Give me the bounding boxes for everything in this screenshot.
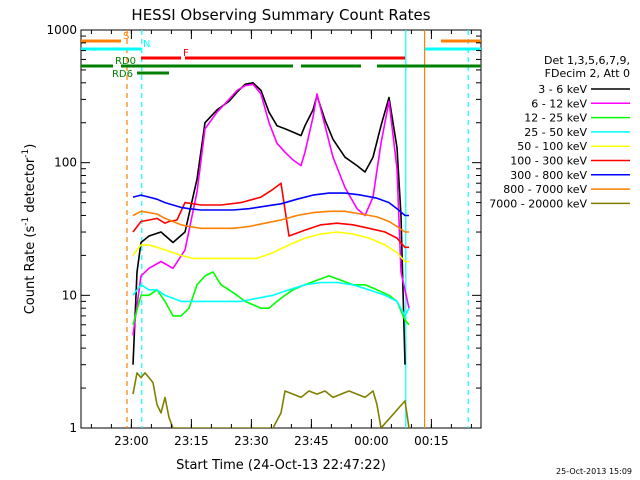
flag-label: RD0	[115, 56, 136, 67]
legend-entry: 7000 - 20000 keV	[489, 197, 587, 210]
chart-title: HESSI Observing Summary Count Rates	[131, 6, 430, 24]
series-line	[132, 231, 409, 263]
series-line	[132, 192, 409, 217]
y-tick-label: 10	[62, 288, 77, 302]
x-tick-label: 00:15	[414, 434, 449, 448]
x-tick-label: 23:45	[294, 434, 329, 448]
y-tick-label: 1	[69, 421, 77, 435]
series-line	[132, 271, 410, 326]
x-tick-label: 23:00	[114, 434, 149, 448]
x-tick-label: 23:15	[174, 434, 209, 448]
legend-header-line-2: FDecim 2, Att 0	[545, 67, 630, 80]
legend-entry: 12 - 25 keV	[524, 112, 587, 125]
y-axis-label-sup2: -1	[21, 149, 31, 158]
y-axis-label-mid: detector	[23, 157, 38, 217]
legend-header-line-1: Det 1,3,5,6,7,9,	[544, 54, 630, 67]
x-axis-label: Start Time (24-Oct-13 22:47:22)	[176, 458, 386, 473]
y-axis-label-main: Count Rate (s	[23, 226, 38, 315]
series-line	[132, 372, 410, 428]
y-axis-label-end: )	[23, 144, 38, 149]
legend: Det 1,3,5,6,7,9, FDecim 2, Att 0 3 - 6 k…	[489, 54, 630, 210]
legend-entry: 6 - 12 keV	[531, 97, 587, 110]
series-line	[132, 83, 410, 336]
legend-entry: 3 - 6 keV	[538, 83, 587, 96]
series-line	[132, 210, 409, 233]
legend-entry: 300 - 800 keV	[510, 169, 587, 182]
legend-entry: 50 - 100 keV	[517, 140, 587, 153]
y-tick-label: 1000	[46, 23, 77, 37]
plot-frame	[80, 29, 482, 429]
flag-label: F	[183, 48, 189, 59]
series-line	[132, 182, 409, 249]
series-line	[132, 281, 410, 317]
legend-entry: 800 - 7000 keV	[503, 183, 587, 196]
x-tick-label: 23:30	[234, 434, 269, 448]
y-tick-label: 100	[54, 156, 77, 170]
legend-entry: 100 - 300 keV	[510, 155, 587, 168]
flag-label: S	[123, 31, 129, 42]
legend-entry: 25 - 50 keV	[524, 126, 587, 139]
flag-label: RD6	[112, 69, 133, 80]
y-axis-label: Count Rate (s-1 detector-1)	[21, 144, 38, 315]
x-tick-label: 00:00	[354, 434, 389, 448]
timestamp: 25-Oct-2013 15:09	[556, 467, 632, 476]
y-axis-label-sup1: -1	[21, 217, 31, 226]
series-line	[132, 82, 406, 365]
flag-label: N	[143, 39, 150, 50]
